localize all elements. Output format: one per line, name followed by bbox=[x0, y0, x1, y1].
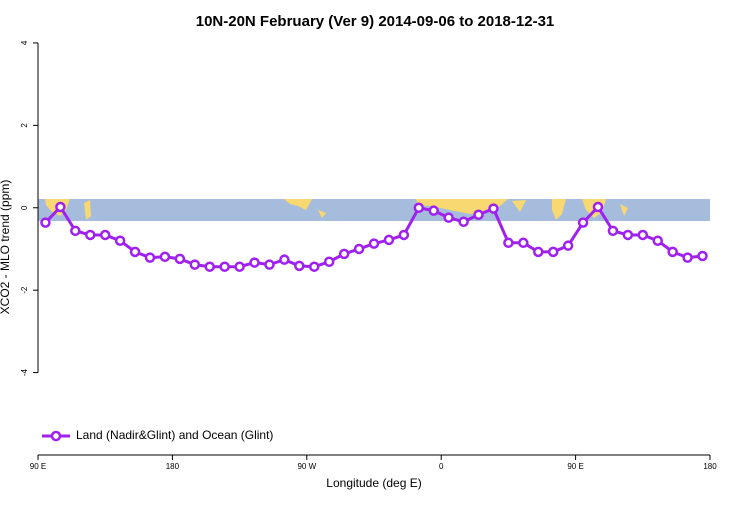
data-point bbox=[368, 238, 380, 249]
data-point bbox=[309, 261, 320, 272]
data-point bbox=[577, 217, 589, 228]
data-point bbox=[637, 229, 649, 241]
x-tick-label: 180 bbox=[703, 462, 717, 471]
data-point bbox=[353, 243, 365, 255]
data-point bbox=[473, 209, 484, 221]
data-point bbox=[503, 237, 514, 249]
x-tick-label: 90 E bbox=[30, 462, 46, 471]
data-point bbox=[443, 212, 454, 223]
chart-title: 10N-20N February (Ver 9) 2014-09-06 to 2… bbox=[196, 13, 555, 30]
data-point bbox=[697, 250, 708, 262]
y-tick-label: -2 bbox=[20, 286, 29, 294]
data-point bbox=[413, 202, 425, 214]
data-point bbox=[249, 257, 260, 268]
data-point bbox=[204, 261, 215, 272]
data-point bbox=[547, 246, 559, 258]
x-tick-label: 0 bbox=[439, 462, 444, 471]
data-point bbox=[607, 225, 619, 237]
data-point bbox=[622, 229, 634, 241]
data-point bbox=[428, 205, 439, 216]
x-tick-label: 180 bbox=[166, 462, 180, 471]
data-point bbox=[338, 248, 350, 260]
data-point bbox=[682, 252, 693, 263]
data-point bbox=[264, 259, 275, 270]
legend-marker bbox=[50, 430, 62, 442]
x-axis-label: Longitude (deg E) bbox=[326, 476, 421, 490]
data-point bbox=[458, 216, 469, 228]
data-point bbox=[144, 252, 156, 263]
data-point bbox=[518, 237, 529, 249]
data-point bbox=[533, 246, 544, 258]
data-point bbox=[652, 235, 663, 246]
data-point bbox=[323, 256, 335, 267]
data-point bbox=[70, 225, 81, 237]
data-point bbox=[294, 260, 305, 272]
data-point bbox=[159, 251, 171, 263]
x-tick-label: 90 W bbox=[297, 462, 316, 471]
y-tick-label: 0 bbox=[20, 205, 29, 210]
data-point bbox=[99, 229, 111, 241]
y-tick-label: 2 bbox=[20, 123, 29, 128]
data-point bbox=[85, 229, 96, 241]
data-point bbox=[114, 235, 126, 246]
data-point bbox=[189, 259, 201, 270]
data-point bbox=[55, 201, 66, 213]
data-point bbox=[174, 253, 186, 265]
y-axis-label: XCO2 - MLO trend (ppm) bbox=[0, 180, 12, 315]
data-point bbox=[279, 254, 290, 265]
data-point bbox=[219, 261, 230, 272]
legend-label: Land (Nadir&Glint) and Ocean (Glint) bbox=[76, 428, 273, 442]
data-point bbox=[488, 203, 499, 214]
y-tick-label: -4 bbox=[20, 368, 29, 376]
data-point bbox=[398, 229, 410, 241]
data-point bbox=[562, 240, 574, 251]
map-strip bbox=[38, 199, 710, 221]
y-tick-label: 4 bbox=[20, 40, 29, 45]
data-point bbox=[234, 261, 245, 272]
data-point bbox=[592, 201, 604, 213]
data-point bbox=[129, 246, 141, 258]
data-point bbox=[40, 217, 51, 228]
data-point bbox=[383, 234, 395, 246]
data-point bbox=[667, 246, 678, 258]
x-tick-label: 90 E bbox=[567, 462, 583, 471]
